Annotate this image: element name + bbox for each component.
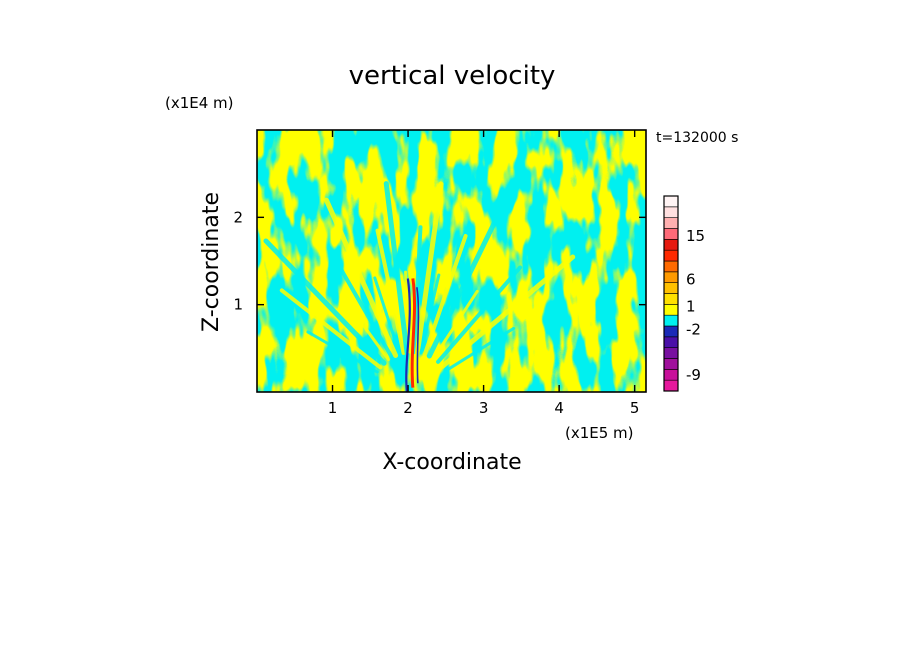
- colorbar-swatch: [663, 336, 679, 348]
- x-unit-label: (x1E5 m): [565, 424, 634, 442]
- y-tick-label: 2: [233, 208, 243, 226]
- x-tick-label: 3: [479, 399, 489, 417]
- fan-streak: [419, 273, 441, 355]
- fan-streak: [439, 254, 576, 369]
- colorbar-swatch: [663, 369, 679, 381]
- central-jet: [405, 278, 420, 392]
- colorbar-swatch: [663, 347, 679, 359]
- fan-streak: [422, 233, 468, 357]
- fan-streak: [306, 330, 379, 374]
- time-label: t=132000 s: [656, 130, 738, 146]
- colorbar-swatch: [663, 358, 679, 370]
- fan-streak: [432, 289, 479, 360]
- downdraft-core: [405, 278, 411, 392]
- colorbar-swatch: [663, 314, 679, 327]
- fan-streak: [436, 265, 523, 364]
- colorbar-swatch: [663, 379, 679, 392]
- fan-streak: [327, 247, 394, 360]
- colorbar-swatch: [663, 217, 679, 229]
- updraft-core: [410, 278, 417, 388]
- plot-area: [257, 130, 646, 392]
- fan-streak: [444, 326, 516, 373]
- fan-streak: [323, 197, 399, 358]
- chart-title: vertical velocity: [349, 61, 556, 91]
- downdraft-core: [416, 287, 420, 384]
- fan-streak: [414, 181, 444, 355]
- y-unit-label: (x1E4 m): [165, 94, 234, 112]
- colorbar-label: -9: [686, 366, 701, 384]
- colorbar-swatch: [663, 239, 679, 251]
- x-tick-label: 4: [554, 399, 564, 417]
- colorbar-label: 1: [686, 298, 696, 316]
- colorbar-swatch: [663, 206, 679, 218]
- colorbar-swatch: [663, 271, 679, 283]
- positive-field-noise: [257, 130, 646, 392]
- fan-streak: [383, 181, 410, 355]
- colorbar-swatch: [663, 228, 679, 240]
- plot-frame: [256, 129, 647, 393]
- colorbar-label: 15: [686, 227, 705, 245]
- x-tick-label: 1: [328, 399, 338, 417]
- fan-streak: [279, 288, 383, 370]
- x-tick-label: 2: [403, 399, 413, 417]
- colorbar-swatch: [663, 282, 679, 294]
- colorbar-swatch: [663, 304, 679, 316]
- colorbar: -9 -2 1 6 15: [663, 195, 705, 392]
- fan-streak: [426, 200, 507, 359]
- colorbar-swatch: [663, 325, 679, 338]
- fan-streak: [263, 238, 387, 366]
- colorbar-swatch: [663, 260, 679, 273]
- y-axis: 12: [233, 208, 646, 314]
- colorbar-swatch: [663, 293, 679, 305]
- fan-streak: [375, 228, 406, 355]
- fan-streak: [339, 293, 390, 362]
- colorbar-swatch: [663, 249, 679, 262]
- x-tick-label: 5: [630, 399, 640, 417]
- colorbar-label: -2: [686, 320, 701, 338]
- y-tick-label: 1: [233, 296, 243, 314]
- fan-streak: [373, 276, 401, 356]
- colorbar-label: 6: [686, 270, 696, 288]
- y-axis-label: Z-coordinate: [199, 192, 224, 332]
- x-axis: 1 2 3 4 5: [328, 130, 640, 417]
- colorbar-swatch: [663, 195, 679, 208]
- x-axis-label: X-coordinate: [382, 450, 521, 475]
- colorbar-frame: [663, 195, 679, 392]
